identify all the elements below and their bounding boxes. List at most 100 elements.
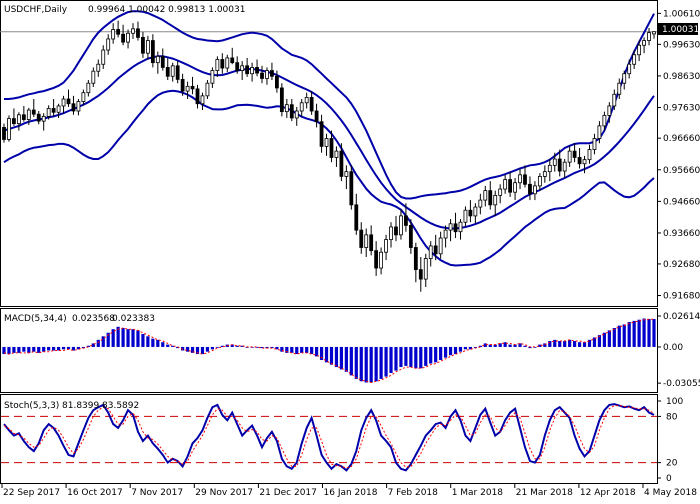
- candle-body: [434, 246, 437, 254]
- macd-histogram-bar: [360, 347, 363, 381]
- candle-body: [216, 60, 219, 71]
- macd-histogram-bar: [290, 347, 293, 353]
- candle-body: [608, 106, 611, 115]
- stoch-tick-label: 20: [666, 459, 678, 469]
- candle-body: [419, 270, 422, 279]
- macd-histogram-bar: [211, 347, 214, 349]
- macd-histogram-bar: [206, 347, 209, 352]
- candle-body: [370, 235, 373, 251]
- candle-body: [514, 183, 517, 192]
- candle-body: [17, 115, 20, 124]
- price-tick-label: 0.99630: [663, 40, 700, 50]
- candle-body: [117, 29, 120, 34]
- macd-value-1: 0.023568: [72, 314, 115, 324]
- macd-histogram-bar: [57, 347, 60, 351]
- macd-histogram-bar: [340, 347, 343, 370]
- time-tick-label: 1 Mar 2018: [452, 488, 504, 498]
- candle-body: [127, 33, 130, 42]
- candle-body: [464, 210, 467, 222]
- stoch-value-2: 83.5892: [102, 401, 139, 411]
- candle-body: [285, 105, 288, 112]
- macd-histogram-bar: [434, 347, 437, 362]
- macd-histogram-bar: [429, 347, 432, 364]
- candle-body: [454, 224, 457, 232]
- candle-body: [593, 138, 596, 149]
- price-tick-label: 0.92680: [663, 260, 700, 270]
- candle-body: [290, 105, 293, 118]
- candle-body: [22, 115, 25, 120]
- stoch-tick-label: 80: [666, 412, 678, 422]
- candle-body: [449, 224, 452, 230]
- time-tick-label: 12 Apr 2018: [580, 488, 636, 498]
- candle-body: [375, 251, 378, 268]
- time-tick-label: 7 Feb 2018: [388, 488, 439, 498]
- macd-histogram-bar: [315, 347, 318, 356]
- candle-body: [32, 110, 35, 114]
- candle-body: [226, 58, 229, 68]
- candle-body: [558, 159, 561, 171]
- candle-body: [186, 86, 189, 91]
- candle-body: [335, 151, 338, 157]
- macd-histogram-bar: [335, 347, 338, 367]
- candle-body: [340, 151, 343, 176]
- candle-body: [3, 127, 6, 139]
- macd-tick-label: -0.030554: [663, 379, 700, 389]
- macd-histogram-bar: [578, 342, 581, 347]
- macd-histogram-bar: [424, 347, 427, 366]
- time-tick-label: 4 May 2018: [644, 488, 697, 498]
- macd-histogram-bar: [201, 347, 204, 354]
- candle-body: [598, 126, 601, 139]
- macd-histogram-bar: [355, 347, 358, 379]
- candle-body: [231, 58, 234, 63]
- candle-body: [156, 56, 159, 62]
- candle-body: [67, 99, 70, 104]
- candle-body: [7, 119, 10, 140]
- candle-body: [648, 33, 651, 41]
- candle-body: [201, 96, 204, 104]
- candle-body: [643, 41, 646, 46]
- candle-body: [191, 86, 194, 89]
- stoch-label: Stoch(5,3,3): [4, 401, 59, 411]
- macd-histogram-bar: [647, 319, 650, 347]
- ohlc-label: 0.99964 1.00042 0.99813 1.00031: [88, 5, 245, 15]
- candle-body: [87, 83, 90, 92]
- candle-body: [638, 45, 641, 54]
- stoch-value-1: 81.8399: [62, 401, 99, 411]
- candle-body: [484, 191, 487, 200]
- candle-body: [136, 29, 139, 38]
- macd-histogram-bar: [558, 341, 561, 347]
- candle-body: [12, 119, 15, 124]
- candle-body: [523, 175, 526, 184]
- macd-histogram-bar: [97, 340, 100, 347]
- candle-body: [280, 88, 283, 112]
- macd-histogram-bar: [404, 347, 407, 366]
- candle-body: [102, 50, 105, 64]
- candle: [206, 80, 209, 99]
- macd-histogram-bar: [117, 327, 120, 347]
- candle-body: [176, 66, 179, 80]
- candle: [350, 165, 353, 209]
- candle-body: [623, 74, 626, 83]
- candle-body: [171, 66, 174, 76]
- candle-body: [221, 60, 224, 69]
- candle-body: [444, 230, 447, 238]
- stoch-tick-label: 100: [666, 397, 683, 407]
- candle-body: [206, 83, 209, 96]
- candle-body: [261, 73, 264, 78]
- macd-histogram-bar: [161, 342, 164, 347]
- candle-body: [146, 41, 149, 54]
- macd-histogram-bar: [151, 339, 154, 347]
- macd-histogram-bar: [112, 329, 115, 347]
- candle-body: [122, 34, 125, 42]
- macd-histogram-bar: [409, 347, 412, 367]
- macd-histogram-bar: [47, 347, 50, 351]
- candle-body: [47, 108, 50, 116]
- candle-body: [543, 172, 546, 177]
- candle-body: [161, 56, 164, 67]
- candle-body: [380, 252, 383, 268]
- macd-histogram-bar: [618, 326, 621, 347]
- macd-histogram-bar: [32, 347, 35, 352]
- candle-body: [270, 71, 273, 77]
